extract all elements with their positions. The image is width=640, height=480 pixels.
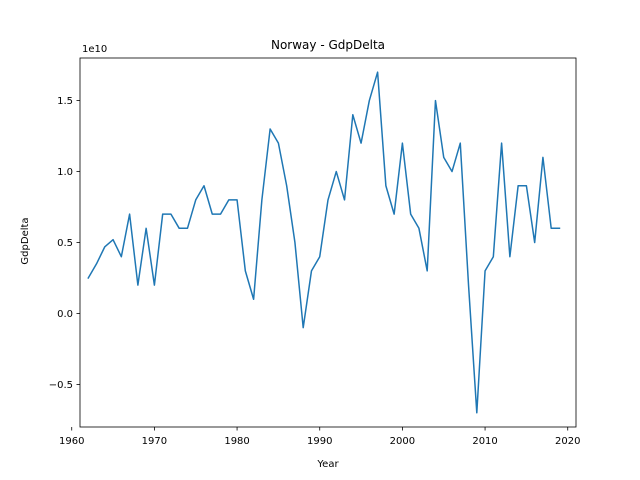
y-tick-label-2: 0.5 — [57, 238, 73, 249]
y-tick-label-3: 1.0 — [57, 167, 73, 178]
x-tick-label-6: 2020 — [555, 436, 580, 447]
axes-frame — [79, 57, 577, 428]
y-tick-label-1: 0.0 — [57, 309, 73, 320]
y-offset-label: 1e10 — [82, 44, 107, 55]
x-tick-label-0: 1960 — [59, 436, 84, 447]
x-axis-label: Year — [316, 459, 339, 470]
chart-title: Norway - GdpDelta — [271, 38, 385, 52]
x-tick-label-3: 1990 — [307, 436, 332, 447]
plot-area: 1960 1970 1980 1990 2000 2010 2020 −0.5 0.0 0.5 1.… — [49, 57, 580, 447]
x-tick-label-4: 2000 — [390, 436, 415, 447]
y-tick-label-4: 1.5 — [57, 96, 73, 107]
series-line-0 — [87, 71, 561, 414]
y-axis-label: GdpDelta — [20, 217, 31, 264]
x-tick-label-1: 1970 — [142, 436, 167, 447]
y-tick-label-0: −0.5 — [49, 380, 73, 391]
x-tick-label-2: 1980 — [224, 436, 249, 447]
x-tick-label-5: 2010 — [472, 436, 497, 447]
